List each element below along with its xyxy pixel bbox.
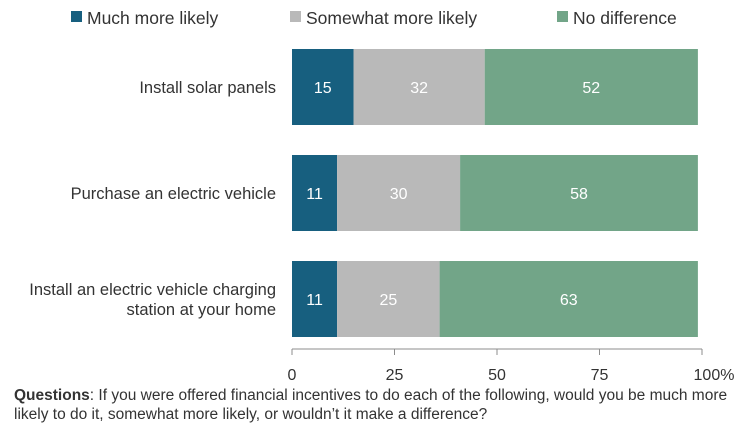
x-tick-label-4: 75 (591, 367, 609, 384)
data-label-3-3: 63 (560, 292, 578, 309)
data-label-1-3: 52 (582, 80, 600, 97)
data-label-2-1: 11 (306, 186, 323, 203)
category-label-1: Install solar panels (139, 79, 276, 97)
x-tick-label-5: 100% (694, 367, 735, 384)
bar-3-3 (439, 261, 698, 337)
legend-label-1: Much more likely (87, 8, 219, 28)
questions-note: Questions: If you were offered financial… (14, 386, 739, 424)
data-label-1-2: 32 (410, 80, 428, 97)
bar-1-3 (484, 49, 698, 125)
note-text: : If you were offered financial incentiv… (14, 387, 728, 423)
bar-2-3 (460, 155, 698, 231)
legend-swatch-3 (557, 11, 568, 22)
bar-3-1 (292, 261, 338, 337)
data-label-3-1: 11 (306, 292, 323, 309)
data-label-2-3: 58 (570, 186, 588, 203)
note-label: Questions (14, 387, 90, 404)
legend-label-3: No difference (573, 8, 677, 28)
data-label-3-2: 25 (379, 292, 397, 309)
category-label-3-line-2: station at your home (127, 301, 277, 319)
bar-2-2 (337, 155, 461, 231)
legend-label-2: Somewhat more likely (306, 8, 477, 28)
x-tick-label-1: 0 (288, 367, 297, 384)
data-label-2-2: 30 (390, 186, 408, 203)
bar-3-2 (337, 261, 440, 337)
data-label-1-1: 15 (314, 80, 332, 97)
x-tick-label-2: 25 (386, 367, 404, 384)
x-tick-label-3: 50 (488, 367, 506, 384)
legend-swatch-1 (71, 11, 82, 22)
bar-1-2 (353, 49, 485, 125)
stacked-bar-chart: Much more likely Somewhat more likely No d… (29, 8, 735, 384)
category-label-2: Purchase an electric vehicle (71, 185, 276, 203)
bar-2-1 (292, 155, 338, 231)
bar-1-1 (292, 49, 354, 125)
legend-swatch-2 (290, 11, 301, 22)
category-label-3-line-1: Install an electric vehicle charging (29, 281, 276, 299)
